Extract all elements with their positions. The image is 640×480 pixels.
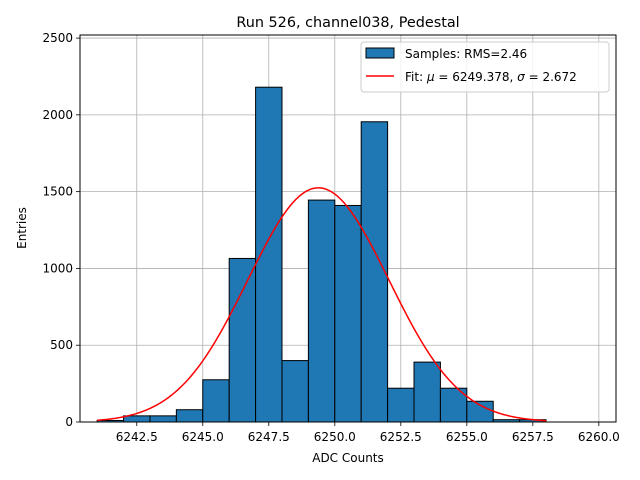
legend-fit-sigma-symbol: σ [517, 70, 525, 84]
histogram-bar-10 [360, 121, 389, 423]
legend-fit-sigma-value: = 2.672 [525, 70, 577, 84]
histogram-bar-11 [387, 387, 415, 423]
histogram-bar-7 [281, 360, 309, 423]
y-axis-ticks: 0 500 1000 1500 2000 2500 [42, 31, 80, 429]
legend-fit-label: Fit: μ = 6249.378, σ = 2.672 [405, 70, 577, 84]
legend-histogram-swatch [365, 47, 395, 59]
legend-fit-mu-value: = 6249.378, [435, 70, 518, 84]
histogram-bar-8 [307, 199, 336, 423]
x-tick-label-4: 6252.5 [380, 430, 422, 444]
axes [79, 34, 617, 423]
histogram-bar-3 [175, 409, 204, 423]
legend: Samples: RMS=2.46 Fit: μ = 6249.378, σ =… [360, 41, 610, 93]
legend-histogram-label: Samples: RMS=2.46 [405, 47, 527, 61]
x-tick-label-5: 6255.0 [446, 430, 488, 444]
y-tick-label-4: 2000 [42, 108, 73, 122]
y-tick-label-5: 2500 [42, 31, 73, 45]
x-axis-ticks: 6242.5 6245.0 6247.5 6250.0 6252.5 6255.0 6257… [116, 422, 620, 444]
x-tick-label-1: 6245.0 [182, 430, 224, 444]
histogram-bar-6 [255, 86, 283, 423]
y-tick-label-2: 1000 [42, 261, 73, 275]
histogram-bar-2 [149, 415, 177, 423]
histogram-bar-12 [413, 361, 441, 423]
x-tick-label-0: 6242.5 [116, 430, 158, 444]
x-tick-label-7: 6260.0 [578, 430, 620, 444]
fit-curve [97, 187, 547, 422]
chart-title: Run 526, channel038, Pedestal [236, 15, 459, 31]
legend-box [360, 41, 610, 93]
histogram-bar-9 [334, 204, 362, 423]
legend-fit-mu-symbol: μ [426, 70, 435, 84]
y-tick-label-3: 1500 [42, 185, 73, 199]
x-axis-label: ADC Counts [312, 451, 384, 465]
histogram-bar-4 [202, 379, 230, 423]
histogram-bar-5 [228, 257, 257, 423]
y-axis-label: Entries [15, 207, 29, 249]
legend-fit-label-prefix: Fit: [405, 70, 427, 84]
x-tick-label-3: 6250.0 [314, 430, 356, 444]
y-tick-label-0: 0 [65, 415, 73, 429]
histogram-bar-1 [123, 415, 151, 423]
x-tick-label-2: 6247.5 [248, 430, 290, 444]
x-tick-label-6: 6257.5 [512, 430, 554, 444]
axes-frame [79, 34, 617, 423]
y-tick-label-1: 500 [50, 338, 73, 352]
